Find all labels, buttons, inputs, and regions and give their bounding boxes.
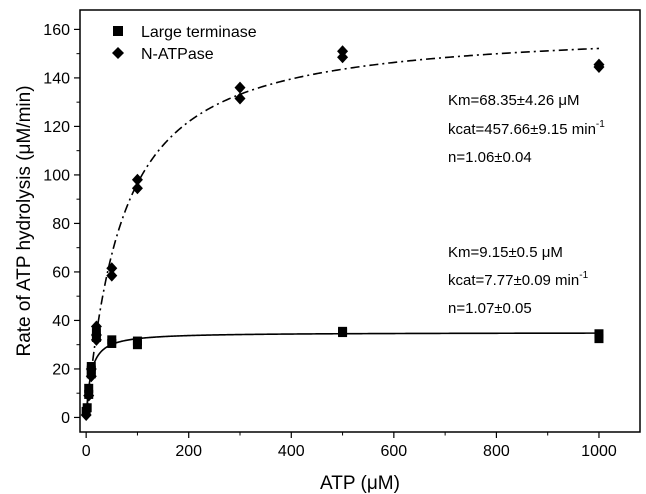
y-axis-title: Rate of ATP hydrolysis (μM/min) — [14, 85, 35, 356]
marker-n-atpase — [593, 58, 605, 71]
annotation-natpase: Km=68.35±4.26 μM kcat=457.66±9.15 min-1 … — [448, 92, 605, 166]
x-tick-label-400: 400 — [278, 443, 305, 460]
x-tick-label-200: 200 — [175, 443, 202, 460]
annotation-natpase-n: n=1.06±0.04 — [448, 149, 532, 166]
marker-large-terminase — [338, 326, 348, 336]
fit-curve-n-atpase — [85, 47, 600, 418]
y-tick-label-160: 160 — [43, 22, 70, 39]
marker-n-atpase — [106, 269, 118, 282]
x-tick-label-1000: 1000 — [581, 443, 617, 460]
y-tick-label-100: 100 — [43, 167, 70, 184]
fit-curve-large-terminase — [85, 332, 599, 418]
annotation-terminase-km: Km=9.15±0.5 μM — [448, 244, 563, 261]
annotation-terminase-n: n=1.07±0.05 — [448, 300, 532, 317]
legend-label-n-atpase: N-ATPase — [141, 46, 214, 63]
data-markers — [80, 45, 605, 422]
marker-large-terminase — [82, 403, 92, 413]
x-tick-label-600: 600 — [380, 443, 407, 460]
marker-n-atpase — [85, 362, 97, 375]
marker-large-terminase — [132, 336, 142, 346]
x-axis: 0 200 400 600 800 1000 — [82, 432, 617, 460]
annotation-natpase-kcat-unit-exponent: -1 — [596, 119, 605, 130]
x-tick-label-0: 0 — [82, 443, 91, 460]
y-tick-label-20: 20 — [52, 361, 70, 378]
annotation-terminase-kcat-value: kcat=7.77±0.09 min — [448, 272, 579, 289]
y-tick-label-140: 140 — [43, 70, 70, 87]
y-axis: 0 20 40 60 80 100 120 140 160 — [43, 22, 80, 427]
marker-n-atpase — [337, 51, 349, 64]
plot-frame — [79, 9, 641, 433]
marker-n-atpase — [131, 173, 143, 186]
annotation-natpase-km: Km=68.35±4.26 μM — [448, 92, 580, 109]
legend-diamond-marker — [112, 47, 124, 59]
marker-n-atpase — [90, 320, 102, 333]
marker-large-terminase — [594, 334, 604, 344]
y-tick-label-0: 0 — [61, 410, 70, 427]
marker-n-atpase — [90, 328, 102, 341]
marker-large-terminase — [594, 329, 604, 339]
legend-label-large-terminase: Large terminase — [141, 24, 257, 41]
annotation-natpase-kcat: kcat=457.66±9.15 min-1 — [448, 119, 605, 138]
marker-n-atpase — [337, 45, 349, 58]
x-axis-title: ATP (μM) — [320, 473, 400, 494]
annotation-terminase-kcat: kcat=7.77±0.09 min-1 — [448, 270, 589, 289]
marker-n-atpase — [85, 370, 97, 383]
x-tick-label-800: 800 — [483, 443, 510, 460]
marker-n-atpase — [234, 81, 246, 94]
fit-lines — [85, 47, 600, 418]
marker-large-terminase — [84, 383, 94, 393]
legend-square-marker — [113, 26, 123, 36]
annotation-natpase-kcat-value: kcat=457.66±9.15 min — [448, 121, 596, 138]
marker-n-atpase — [83, 389, 95, 402]
legend: Large terminase N-ATPase — [112, 24, 257, 63]
y-tick-label-40: 40 — [52, 313, 70, 330]
y-tick-label-60: 60 — [52, 264, 70, 281]
y-tick-label-120: 120 — [43, 119, 70, 136]
marker-n-atpase — [131, 182, 143, 195]
annotation-terminase-kcat-unit-exponent: -1 — [579, 270, 588, 281]
annotation-terminase: Km=9.15±0.5 μM kcat=7.77±0.09 min-1 n=1.… — [448, 244, 589, 317]
marker-n-atpase — [80, 409, 92, 422]
marker-n-atpase — [106, 262, 118, 275]
y-tick-label-80: 80 — [52, 216, 70, 233]
marker-large-terminase — [107, 335, 117, 345]
marker-n-atpase — [234, 92, 246, 105]
